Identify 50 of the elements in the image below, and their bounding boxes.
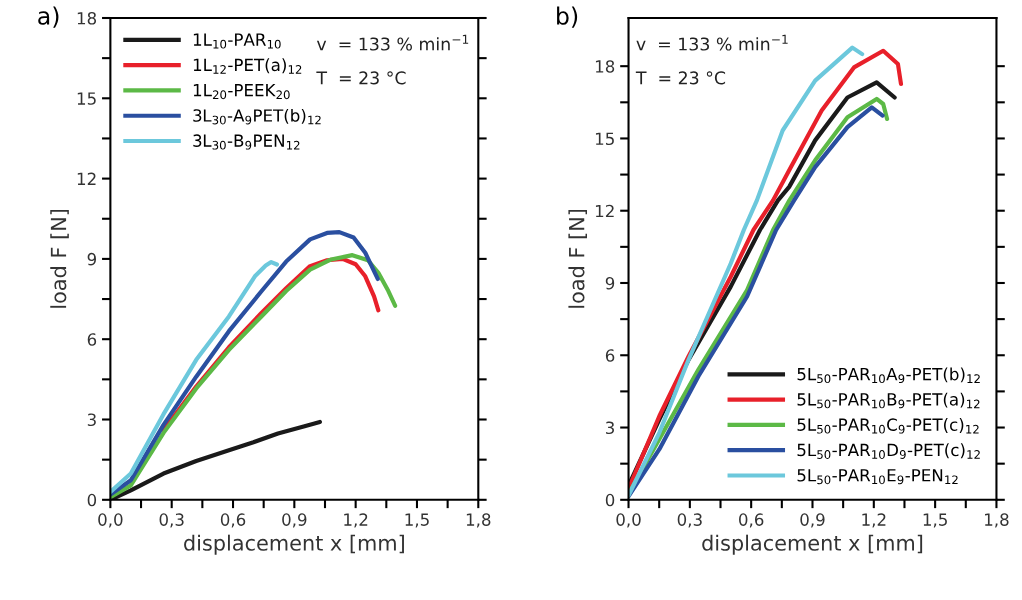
- y-axis-title: load F [N]: [50, 209, 69, 308]
- text: a): [38, 6, 59, 28]
- legend-label: 1L$_{12}$-PET(a)$_{12}$: [193, 58, 302, 74]
- legend-label: 5L$_{50}$-PAR$_{10}$E$_{9}$-PEN$_{12}$: [797, 469, 958, 485]
- x-tick-label: 0,3: [159, 513, 184, 528]
- y-tick-label: 15: [595, 132, 614, 146]
- annotation: T = 23 °C: [635, 71, 726, 85]
- annotation: T = 23 °C: [316, 71, 406, 85]
- text: b): [557, 6, 578, 28]
- y-tick-label: 9: [605, 276, 615, 290]
- y-tick-label: 12: [595, 204, 614, 218]
- legend-label: 5L$_{50}$-PAR$_{10}$A$_{9}$-PET(b)$_{12}$: [797, 367, 980, 384]
- y-tick-label: 0: [87, 493, 97, 507]
- line-series: [110, 419, 322, 500]
- y-tick-label: 18: [595, 60, 615, 73]
- x-tick-label: 0,0: [98, 513, 123, 528]
- legend-label: 1L$_{20}$-PEEK$_{20}$: [193, 84, 290, 100]
- x-tick-label: 0,3: [677, 513, 702, 528]
- x-tick-label: 1,2: [344, 513, 368, 528]
- x-tick-label: 0,0: [616, 513, 641, 528]
- legend-label: 3L$_{30}$-B$_{9}$PEN$_{12}$: [193, 134, 300, 150]
- y-tick-label: 6: [87, 333, 97, 346]
- x-tick-label: 1,2: [862, 513, 886, 528]
- x-tick-label: 1,8: [466, 513, 491, 528]
- line-series: [110, 260, 280, 495]
- y-tick-label: 3: [606, 421, 614, 435]
- legend-label: 5L$_{50}$-PAR$_{10}$C$_{9}$-PET(c)$_{12}$: [797, 418, 979, 434]
- x-tick-label: 1,8: [985, 513, 1009, 528]
- x-tick-label: 0,9: [800, 513, 825, 528]
- x-axis-title: displacement x [mm]: [702, 534, 923, 555]
- x-tick-label: 1,5: [923, 513, 947, 528]
- annotation: v = 133 % min$^{−1}$: [636, 34, 788, 51]
- y-axis-title: load F [N]: [568, 209, 587, 308]
- legend-label: 5L$_{50}$-PAR$_{10}$B$_{9}$-PET(a)$_{12}$: [797, 392, 980, 409]
- x-tick-label: 0,6: [220, 513, 246, 528]
- y-tick-label: 18: [77, 11, 97, 25]
- y-tick-label: 6: [605, 349, 615, 362]
- legend-label: 3L$_{30}$-A$_{9}$PET(b)$_{12}$: [193, 108, 321, 125]
- x-tick-label: 0,9: [282, 513, 307, 528]
- y-tick-label: 0: [605, 493, 615, 507]
- y-tick-label: 3: [87, 413, 96, 427]
- legend-label: 1L$_{10}$-PAR$_{10}$: [193, 33, 281, 49]
- legend-label: 5L$_{50}$-PAR$_{10}$D$_{9}$-PET(c)$_{12}$: [797, 443, 980, 459]
- x-tick-label: 0,6: [739, 513, 764, 528]
- x-axis-title: displacement x [mm]: [184, 534, 404, 555]
- annotation: v = 133 % min$^{−1}$: [316, 34, 469, 51]
- y-tick-label: 15: [77, 92, 96, 105]
- x-tick-label: 1,5: [405, 513, 429, 528]
- y-tick-label: 9: [87, 252, 97, 266]
- y-tick-label: 12: [77, 172, 96, 185]
